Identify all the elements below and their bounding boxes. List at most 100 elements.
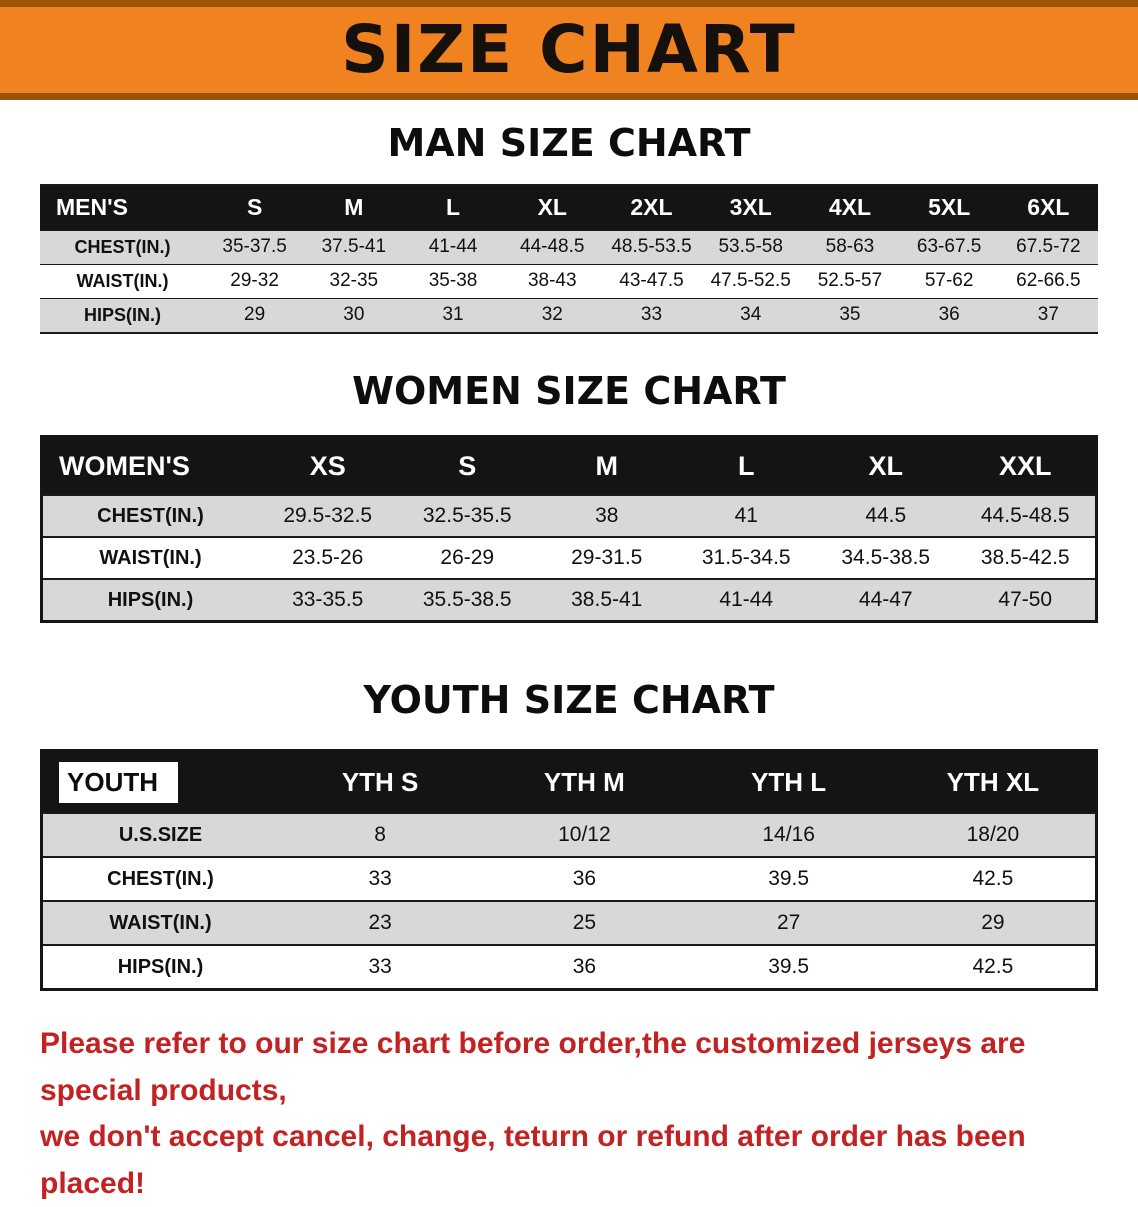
size-value-cell: 33-35.5: [292, 588, 364, 612]
size-value-cell: 38-43: [527, 270, 577, 292]
size-column-header: 4XL: [828, 194, 872, 221]
size-value-cell: 44-47: [858, 588, 913, 612]
table-row: CHEST(IN.) 29.5-32.5 32.5-35.5 38 41 44.5 44.5…: [43, 494, 1095, 537]
row-label: WAIST(IN.): [109, 911, 212, 934]
size-value-cell: 29.5-32.5: [283, 504, 373, 528]
size-value-cell: 33: [640, 304, 663, 326]
table-title: YOUTH: [59, 761, 178, 803]
size-column-header: YTH L: [751, 766, 827, 797]
size-value-cell: 39.5: [768, 867, 810, 891]
size-value-cell: 67.5-72: [1016, 236, 1081, 258]
size-column-header: M: [344, 194, 364, 221]
size-value-cell: 37.5-41: [321, 236, 387, 258]
row-label: CHEST(IN.): [74, 236, 171, 257]
size-value-cell: 23: [368, 911, 392, 935]
size-value-cell: 32.5-35.5: [422, 504, 512, 528]
size-value-cell: 52.5-57: [817, 270, 883, 292]
size-value-cell: 29-31.5: [571, 546, 643, 570]
size-value-cell: 18/20: [966, 823, 1020, 847]
size-column-header: YTH S: [341, 766, 419, 797]
youth-section: YOUTH SIZE CHART YOUTH YTH S YTH M YTH L YTH…: [0, 678, 1138, 992]
size-value-cell: 62-66.5: [1016, 270, 1081, 292]
page-title: SIZE CHART: [341, 11, 797, 88]
size-value-cell: 53.5-58: [718, 236, 783, 258]
size-column-header: XL: [868, 450, 903, 481]
notice-line-1: Please refer to our size chart before or…: [40, 1027, 1026, 1107]
table-header-row: WOMEN'S XS S M L XL XXL: [43, 438, 1095, 495]
size-value-cell: 38.5-42.5: [980, 546, 1070, 570]
table-row: U.S.SIZE 8 10/12 14/16 18/20: [43, 812, 1095, 857]
row-label: CHEST(IN.): [97, 504, 204, 527]
size-value-cell: 47-50: [998, 588, 1053, 612]
size-value-cell: 31.5-34.5: [701, 546, 791, 570]
youth-section-heading: YOUTH SIZE CHART: [363, 678, 775, 723]
size-value-cell: 41-44: [719, 588, 774, 612]
size-column-header: XS: [309, 450, 346, 481]
women-size-table: WOMEN'S XS S M L XL XXL CHEST(IN.) 29.5-32.5 32.5…: [40, 435, 1098, 624]
size-value-cell: 42.5: [972, 867, 1014, 891]
size-column-header: 2XL: [630, 194, 673, 221]
size-column-header: YTH M: [543, 766, 625, 797]
table-row: HIPS(IN.) 33 36 39.5 42.5: [43, 944, 1095, 989]
size-value-cell: 42.5: [972, 955, 1014, 979]
size-value-cell: 63-67.5: [916, 236, 982, 258]
size-column-header: L: [446, 194, 461, 221]
row-label: WAIST(IN.): [99, 546, 202, 569]
table-header-row: MEN'S S M L XL 2XL 3XL 4XL 5XL 6XL: [40, 185, 1098, 230]
size-column-header: XXL: [998, 450, 1052, 481]
size-value-cell: 25: [572, 911, 597, 935]
banner: SIZE CHART: [0, 0, 1138, 100]
size-value-cell: 35.5-38.5: [422, 588, 512, 612]
size-column-header: XL: [537, 194, 567, 221]
size-value-cell: 36: [572, 955, 597, 979]
size-value-cell: 8: [374, 823, 386, 847]
size-value-cell: 44.5: [865, 504, 907, 528]
table-title-cell: MEN'S: [40, 194, 205, 221]
size-value-cell: 26-29: [440, 546, 495, 570]
size-value-cell: 32: [541, 304, 563, 326]
notice-line-2: we don't accept cancel, change, teturn o…: [40, 1120, 1026, 1200]
men-section: MAN SIZE CHART MEN'S S M L XL 2XL 3XL 4XL 5XL 6XL…: [0, 121, 1138, 334]
table-row: WAIST(IN.) 29-32 32-35 35-38 38-43 43-47.5 47.…: [40, 263, 1098, 298]
size-value-cell: 41-44: [428, 236, 478, 258]
table-row: HIPS(IN.) 29 30 31 32 33 34 35 36 37: [40, 297, 1098, 332]
table-row: WAIST(IN.) 23.5-26 26-29 29-31.5 31.5-34.5 34…: [43, 536, 1095, 579]
size-column-header: 6XL: [1027, 194, 1070, 221]
women-section: WOMEN SIZE CHART WOMEN'S XS S M L XL XXL CHEST(…: [0, 368, 1138, 624]
table-row: HIPS(IN.) 33-35.5 35.5-38.5 38.5-41 41-44 44-…: [43, 578, 1095, 621]
table-title-cell: YOUTH: [43, 761, 278, 803]
row-label: WAIST(IN.): [76, 270, 169, 291]
table-row: WAIST(IN.) 23 25 27 29: [43, 900, 1095, 945]
size-column-header: YTH XL: [946, 766, 1040, 797]
table-title: WOMEN'S: [59, 450, 190, 481]
table-title: MEN'S: [56, 194, 128, 221]
size-value-cell: 44.5-48.5: [980, 504, 1070, 528]
size-value-cell: 43-47.5: [619, 270, 684, 292]
size-value-cell: 41: [734, 504, 758, 528]
size-value-cell: 29: [244, 304, 266, 326]
men-size-table: MEN'S S M L XL 2XL 3XL 4XL 5XL 6XL CHEST(IN.) 35-37…: [40, 183, 1098, 334]
size-value-cell: 14/16: [762, 823, 815, 847]
size-value-cell: 37: [1037, 304, 1059, 326]
size-value-cell: 38.5-41: [571, 588, 643, 612]
row-label: U.S.SIZE: [118, 823, 203, 846]
size-value-cell: 33: [368, 867, 392, 891]
size-value-cell: 35-38: [428, 270, 478, 292]
size-value-cell: 36: [938, 304, 960, 326]
size-value-cell: 35: [839, 304, 861, 326]
size-column-header: S: [458, 450, 477, 481]
table-header-row: YOUTH YTH S YTH M YTH L YTH XL: [43, 752, 1095, 813]
women-section-heading: WOMEN SIZE CHART: [352, 368, 786, 413]
size-value-cell: 33: [368, 955, 392, 979]
men-section-heading: MAN SIZE CHART: [387, 121, 751, 165]
size-value-cell: 58-63: [825, 236, 875, 258]
row-label: HIPS(IN.): [117, 955, 204, 978]
footer-notice: Please refer to our size chart before or…: [40, 1021, 1110, 1207]
table-title-cell: WOMEN'S: [43, 451, 258, 482]
size-value-cell: 44-48.5: [520, 236, 585, 258]
size-column-header: M: [595, 450, 619, 481]
size-value-cell: 10/12: [558, 823, 611, 847]
size-value-cell: 36: [572, 867, 597, 891]
size-value-cell: 57-62: [924, 270, 974, 292]
